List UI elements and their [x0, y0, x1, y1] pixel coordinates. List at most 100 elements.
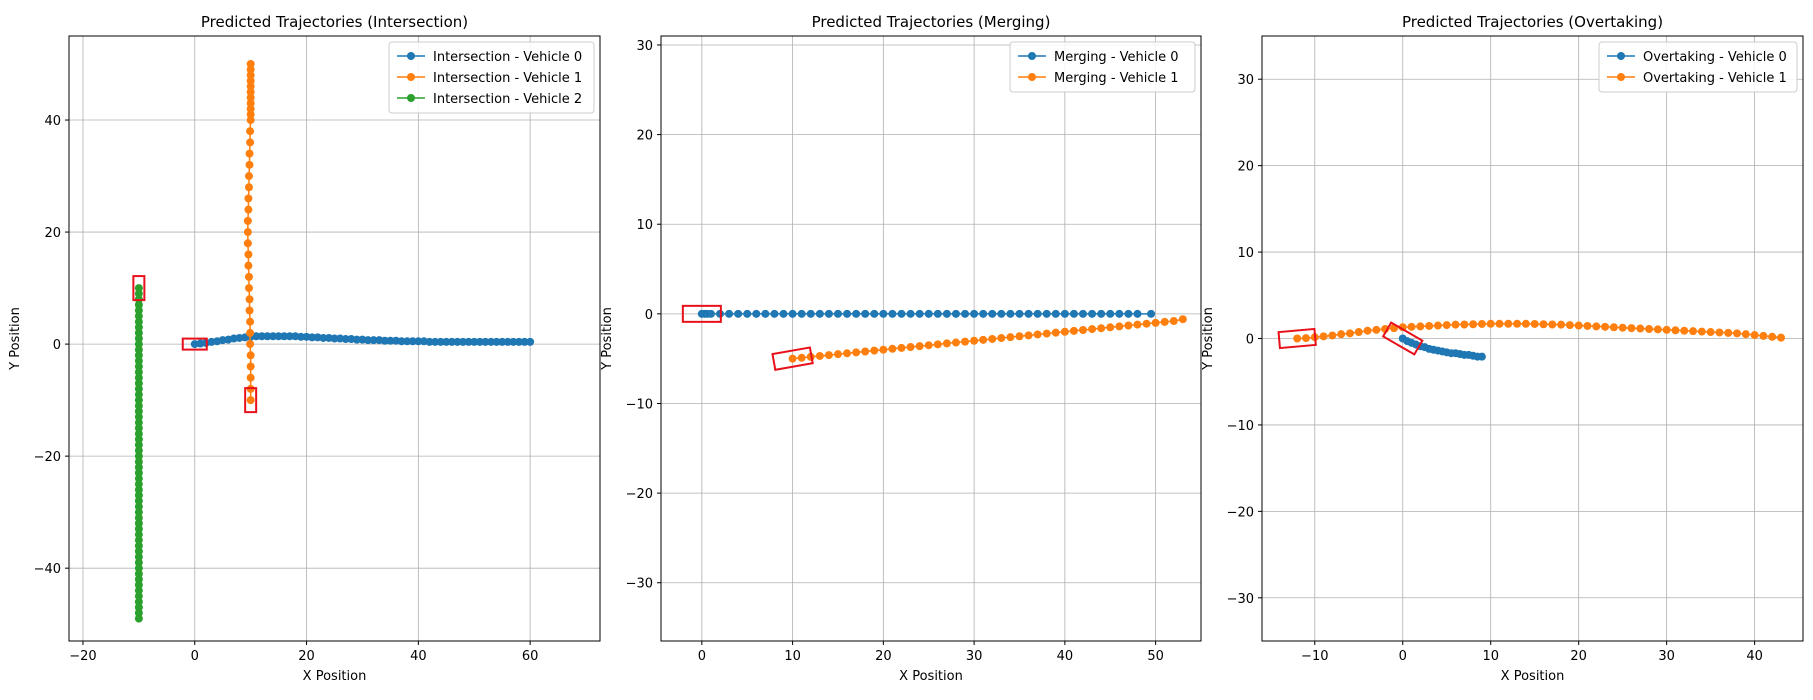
data-point — [1151, 318, 1160, 327]
x-tick-label: 30 — [966, 649, 983, 664]
data-point — [1051, 328, 1060, 337]
data-point — [134, 603, 143, 612]
data-point — [933, 340, 942, 349]
data-point — [1015, 309, 1024, 318]
data-point — [1592, 322, 1601, 331]
data-point — [915, 342, 924, 351]
y-tick-label: 20 — [1237, 160, 1254, 175]
data-point — [134, 580, 143, 589]
data-point — [134, 564, 143, 573]
chart-title: Predicted Trajectories (Intersection) — [201, 13, 468, 31]
data-point — [134, 541, 143, 550]
data-point — [246, 396, 255, 405]
data-point — [296, 332, 305, 341]
legend-marker — [1028, 73, 1036, 81]
y-tick-label: 30 — [636, 39, 653, 54]
data-point — [246, 65, 255, 74]
data-point — [492, 337, 501, 346]
data-point — [134, 547, 143, 556]
data-point — [1759, 331, 1768, 340]
data-point — [134, 412, 143, 421]
y-tick-label: −20 — [34, 450, 61, 465]
y-tick-label: 0 — [1246, 333, 1254, 348]
data-point — [997, 309, 1006, 318]
data-point — [244, 284, 253, 293]
data-point — [1069, 326, 1078, 335]
data-point — [408, 337, 417, 346]
data-point — [369, 336, 378, 345]
data-point — [815, 351, 824, 360]
data-point — [951, 309, 960, 318]
data-point — [246, 127, 255, 136]
data-point — [134, 384, 143, 393]
data-point — [843, 349, 852, 358]
data-point — [308, 333, 317, 342]
data-point — [743, 309, 752, 318]
data-point — [246, 362, 255, 371]
data-point — [245, 149, 254, 158]
legend: Overtaking - Vehicle 0 Overtaking - Vehic… — [1598, 41, 1798, 93]
data-point — [951, 338, 960, 347]
data-point — [243, 216, 252, 225]
data-point — [1354, 328, 1363, 337]
data-point — [1627, 324, 1636, 333]
legend-box — [1598, 41, 1798, 93]
data-point — [274, 332, 283, 341]
data-point — [1477, 352, 1486, 361]
data-point — [1033, 330, 1042, 339]
data-point — [806, 309, 815, 318]
data-point — [1777, 333, 1786, 342]
data-point — [988, 309, 997, 318]
data-point — [1724, 328, 1733, 337]
data-point — [1079, 309, 1088, 318]
data-point — [503, 337, 512, 346]
legend-marker — [407, 52, 415, 60]
data-point — [1539, 320, 1548, 329]
data-point — [888, 309, 897, 318]
x-tick-label: 40 — [410, 649, 427, 664]
chart-panel-2: −10 0 10 20 30 40 −30 −20 −10 0 10 20 30 Predicted Tr… — [1201, 13, 1804, 684]
data-point — [1671, 326, 1680, 335]
x-axis-label: X Position — [899, 669, 963, 684]
data-point — [1697, 327, 1706, 336]
data-point — [706, 309, 715, 318]
data-point — [1574, 321, 1583, 330]
data-point — [1088, 325, 1097, 334]
series-1 — [243, 60, 255, 405]
data-point — [246, 88, 255, 97]
data-point — [252, 332, 261, 341]
data-point — [725, 309, 734, 318]
x-tick-label: 20 — [875, 649, 892, 664]
data-point — [1169, 317, 1178, 326]
y-tick-label: −10 — [1227, 419, 1254, 434]
data-point — [246, 373, 255, 382]
data-point — [285, 332, 294, 341]
data-point — [1548, 320, 1557, 329]
data-point — [319, 333, 328, 342]
series-0 — [190, 332, 535, 349]
data-point — [244, 272, 253, 281]
chart-panel-1: 0 10 20 30 40 50 −30 −20 −10 0 10 20 30 Predicted Tra… — [600, 13, 1202, 684]
data-point — [1477, 319, 1486, 328]
data-point — [1451, 320, 1460, 329]
x-tick-label: 60 — [522, 649, 539, 664]
data-point — [1407, 322, 1416, 331]
x-tick-label: 20 — [298, 649, 315, 664]
data-point — [1060, 327, 1069, 336]
data-point — [134, 552, 143, 561]
data-point — [134, 312, 143, 321]
data-point — [1689, 327, 1698, 336]
data-point — [970, 309, 979, 318]
data-point — [134, 424, 143, 433]
data-point — [879, 345, 888, 354]
axes-frame — [68, 35, 601, 642]
data-point — [134, 513, 143, 522]
data-point — [280, 332, 289, 341]
data-point — [246, 110, 255, 119]
vehicle-box — [244, 387, 258, 414]
data-point — [134, 435, 143, 444]
data-point — [906, 309, 915, 318]
data-point — [797, 309, 806, 318]
data-point — [269, 332, 278, 341]
data-point — [1133, 309, 1142, 318]
